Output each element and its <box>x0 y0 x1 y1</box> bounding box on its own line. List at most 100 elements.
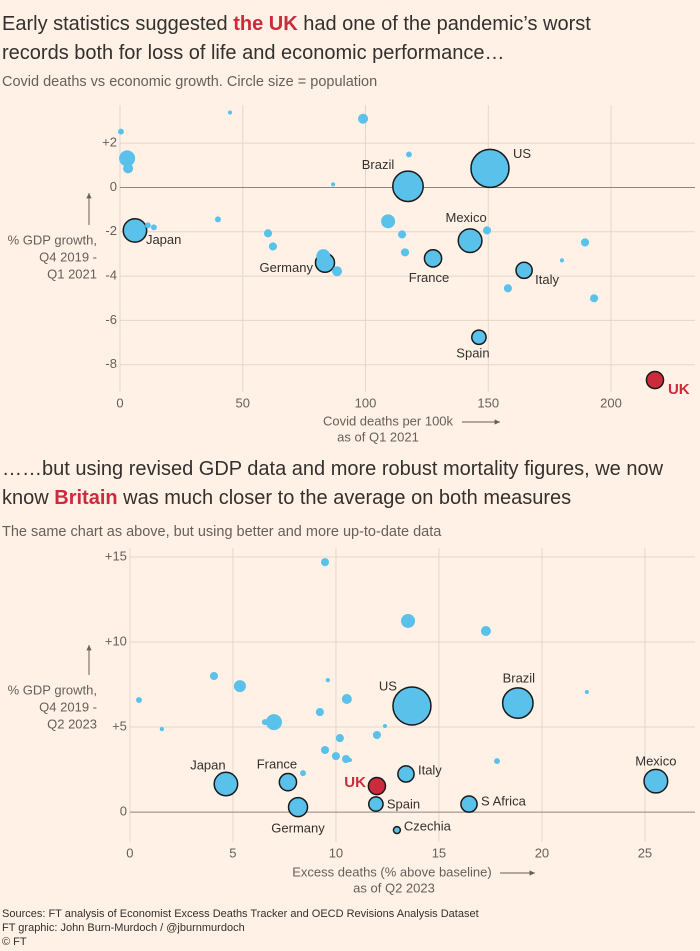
bubble <box>214 216 221 223</box>
title-highlight: the UK <box>233 13 298 35</box>
x-axis-label: Excess deaths (% above baseline) <box>292 864 491 879</box>
bubble <box>325 678 330 683</box>
x-axis-label: as of Q2 2023 <box>353 880 435 895</box>
x-tick-label: 25 <box>638 845 652 860</box>
point-label: UK <box>668 381 690 398</box>
title-text: ……but using revised GDP data and more ro… <box>2 458 664 509</box>
point-label: Italy <box>418 762 442 777</box>
bubble <box>645 370 665 390</box>
bubble <box>265 714 282 731</box>
title-text: had one of the pandemic’s worst records … <box>2 13 591 64</box>
credit-line: FT graphic: John Burn-Murdoch / @jburnmu… <box>2 922 245 934</box>
bubble <box>145 222 151 229</box>
y-axis-label: Q1 2021 <box>47 266 97 281</box>
bubble <box>457 228 483 254</box>
bubble <box>316 249 331 264</box>
bubble <box>503 284 512 293</box>
bubble <box>119 150 136 167</box>
x-tick-label: 0 <box>126 845 133 860</box>
bubble <box>123 163 134 174</box>
bubble <box>263 229 273 238</box>
bubble <box>397 765 415 783</box>
bubble <box>150 224 157 231</box>
bubble <box>460 795 478 813</box>
y-tick-label: -4 <box>105 268 117 283</box>
x-tick-label: 10 <box>329 845 343 860</box>
bubble <box>400 248 410 257</box>
y-axis-label: Q2 2023 <box>47 716 97 731</box>
y-axis-label: % GDP growth, <box>8 682 97 697</box>
bubble <box>341 693 352 705</box>
bubble <box>515 261 533 280</box>
arrow-head <box>494 419 500 425</box>
bubble <box>261 719 268 726</box>
point-label: UK <box>344 774 366 791</box>
point-label: S Africa <box>481 794 527 809</box>
x-tick-label: 15 <box>432 845 446 860</box>
title-highlight: Britain <box>54 487 118 509</box>
bubble <box>332 266 343 277</box>
bubble <box>233 680 246 693</box>
bubble <box>372 731 381 740</box>
x-tick-label: 5 <box>229 845 236 860</box>
point-label: Spain <box>387 797 420 812</box>
bubble <box>584 689 589 695</box>
y-axis-label: % GDP growth, <box>8 232 97 247</box>
bubble <box>136 697 142 703</box>
point-label: US <box>513 146 531 161</box>
point-label: Japan <box>146 232 181 247</box>
arrow-head <box>529 870 535 876</box>
bubble <box>347 757 353 763</box>
x-tick-label: 0 <box>116 395 123 410</box>
bubble <box>209 671 219 681</box>
bubble <box>287 796 309 818</box>
y-tick-label: +15 <box>105 548 127 563</box>
bubble <box>559 258 565 263</box>
bubble <box>213 771 239 797</box>
bubble <box>300 770 306 777</box>
y-tick-label: -8 <box>105 356 117 371</box>
y-tick-label: -2 <box>105 223 117 238</box>
chart-title: Early statistics suggested the UK had on… <box>2 10 627 68</box>
point-label: Czechia <box>404 819 452 834</box>
y-tick-label: 0 <box>120 804 127 819</box>
point-label: Japan <box>190 757 225 772</box>
bubble <box>590 294 599 303</box>
point-label: France <box>257 757 297 772</box>
bubble <box>358 113 369 124</box>
bubble <box>268 242 277 251</box>
title-text: Early statistics suggested <box>2 13 234 35</box>
arrow-head <box>86 645 92 651</box>
chart-title: ……but using revised GDP data and more ro… <box>2 455 692 513</box>
bubble <box>122 217 148 243</box>
bubble <box>501 687 534 720</box>
point-label: Italy <box>535 272 559 287</box>
point-label: Spain <box>456 346 489 361</box>
bubble <box>494 758 500 765</box>
bubble <box>480 625 491 636</box>
source-note: Sources: FT analysis of Economist Excess… <box>2 907 479 949</box>
y-tick-label: +10 <box>105 633 127 648</box>
bubble <box>392 170 424 203</box>
copyright: © FT <box>2 936 27 948</box>
bubble <box>406 151 412 158</box>
bubble <box>320 558 330 567</box>
bubble <box>331 752 340 761</box>
arrow-head <box>86 193 92 199</box>
bubble <box>423 249 443 268</box>
y-tick-label: 0 <box>110 179 117 194</box>
bubble <box>381 214 396 229</box>
bubble <box>471 329 487 346</box>
bubble <box>580 238 590 247</box>
point-label: Germany <box>260 260 314 275</box>
y-axis-label: Q4 2019 - <box>39 699 97 714</box>
point-label: Mexico <box>446 210 487 225</box>
bubble <box>398 230 407 239</box>
point-label: US <box>379 678 397 693</box>
bubble <box>227 110 233 115</box>
point-label: Brazil <box>362 157 395 172</box>
bubble <box>392 825 402 835</box>
point-label: Mexico <box>635 754 676 769</box>
